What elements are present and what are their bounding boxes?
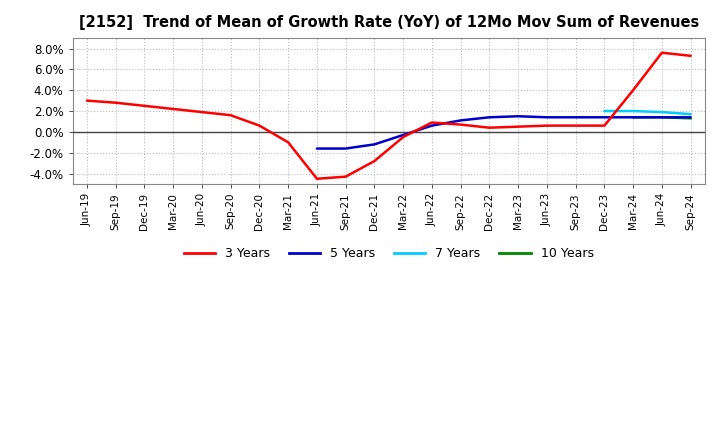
Title: [2152]  Trend of Mean of Growth Rate (YoY) of 12Mo Mov Sum of Revenues: [2152] Trend of Mean of Growth Rate (YoY… [78, 15, 699, 30]
Legend: 3 Years, 5 Years, 7 Years, 10 Years: 3 Years, 5 Years, 7 Years, 10 Years [179, 242, 598, 265]
